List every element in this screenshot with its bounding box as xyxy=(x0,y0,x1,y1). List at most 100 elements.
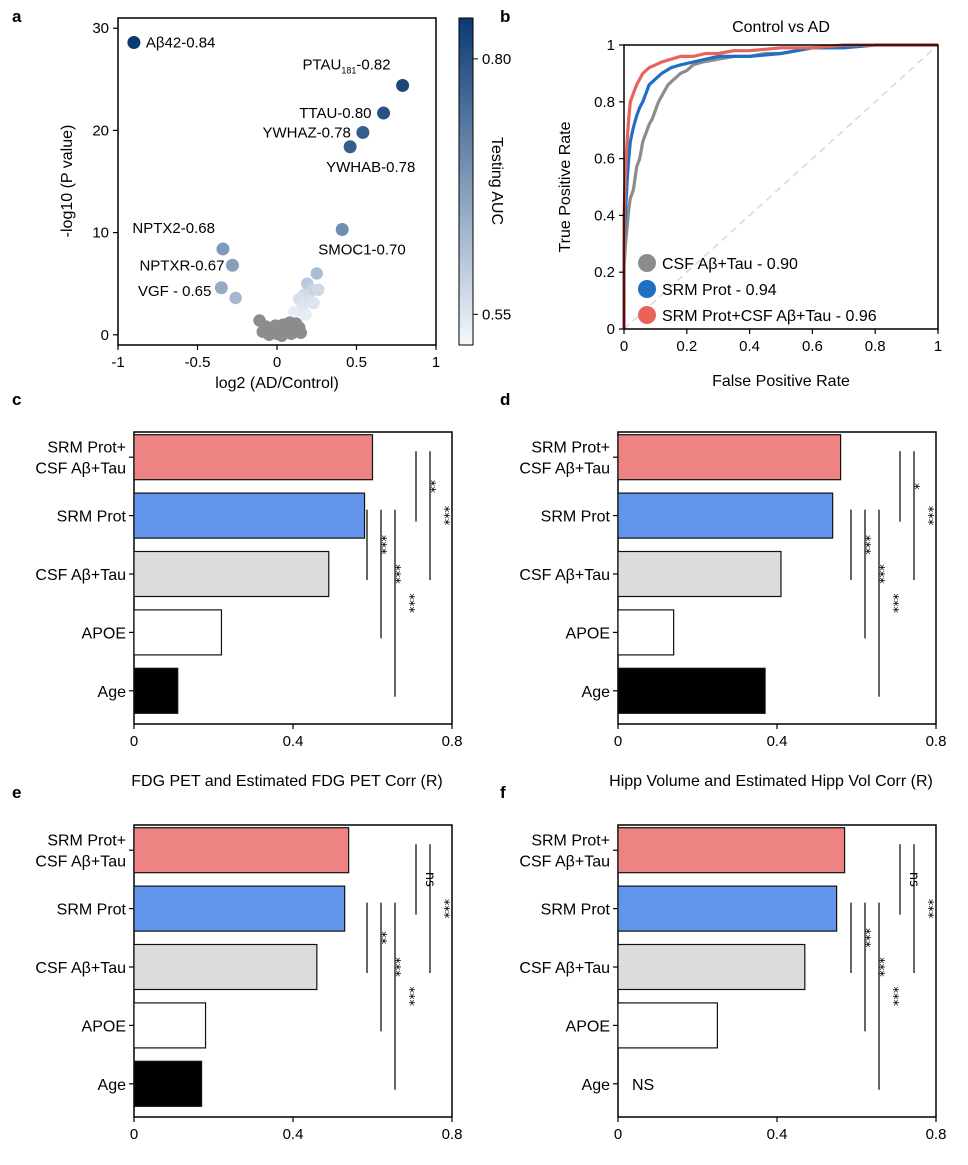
category-line: CSF Aβ+Tau xyxy=(519,567,610,584)
category-line: APOE xyxy=(566,1018,610,1035)
category-line: Age xyxy=(98,684,127,701)
volcano-point xyxy=(275,329,288,343)
volcano-point-labeled xyxy=(396,78,410,92)
colorbar xyxy=(458,17,474,346)
bar xyxy=(617,667,766,714)
bar-xtick-label: 0.4 xyxy=(767,733,788,750)
significance-label: *** xyxy=(885,593,900,613)
bar-xtick-label: 0.4 xyxy=(283,1126,304,1143)
category-line: SRM Prot+ xyxy=(531,833,610,850)
category-line: APOE xyxy=(566,625,610,642)
volcano-point-labeled xyxy=(225,258,239,272)
volcano-point xyxy=(294,326,308,339)
volcano-point-label: PTAU181-0.82 xyxy=(302,56,390,75)
roc-curve-1 xyxy=(622,43,938,329)
roc-xtick-label: 1 xyxy=(934,338,942,355)
panel-label-c: c xyxy=(12,390,21,409)
volcano-ytick-label: 20 xyxy=(92,122,109,139)
bar-category-label: CSF Aβ+Tau xyxy=(519,567,610,584)
bar-annotation: NS xyxy=(632,1077,654,1094)
volcano-point-label: TTAU-0.80 xyxy=(299,105,371,122)
volcano-point xyxy=(312,283,325,297)
roc-xlabel: False Positive Rate xyxy=(712,373,850,390)
significance-label: *** xyxy=(401,986,416,1006)
roc-legend-label: SRM Prot - 0.94 xyxy=(662,282,777,299)
significance-label: *** xyxy=(436,506,451,526)
label-subscript: 181 xyxy=(341,65,356,75)
roc-ytick-label: 0.4 xyxy=(594,207,615,224)
volcano-xtick-label: 0.5 xyxy=(346,354,367,371)
roc-legend-marker xyxy=(638,254,656,272)
roc-curves xyxy=(622,43,938,329)
bar-category-label: CSF Aβ+Tau xyxy=(519,960,610,977)
bar-xtick-label: 0.8 xyxy=(926,733,947,750)
roc-xtick-label: 0.2 xyxy=(676,338,697,355)
roc-legend-marker xyxy=(638,306,656,324)
bar-category-label: APOE xyxy=(82,625,126,642)
bar-xtick-label: 0 xyxy=(614,1126,622,1143)
colorbar-ticks: 0.55 0.80 xyxy=(473,51,511,323)
bar-category-label: SRM Prot xyxy=(57,509,127,526)
bar-category-label: CSF Aβ+Tau xyxy=(35,960,126,977)
category-line: SRM Prot xyxy=(57,509,127,526)
category-line: SRM Prot+ xyxy=(47,833,126,850)
bar-xlabel: Hipp Volume and Estimated Hipp Vol Corr … xyxy=(609,773,933,790)
category-line: Age xyxy=(98,1077,127,1094)
category-line: CSF Aβ+Tau xyxy=(519,461,610,478)
volcano-point xyxy=(307,296,320,310)
volcano-point-labeled xyxy=(216,242,230,256)
bar-category-label: CSF Aβ+Tau xyxy=(35,567,126,584)
volcano-point-labeled xyxy=(377,106,391,120)
panel-label-b: b xyxy=(500,7,510,26)
bar-xtick-label: 0.4 xyxy=(767,1126,788,1143)
roc-xtick-label: 0.4 xyxy=(739,338,760,355)
bar-category-label: SRM Prot+ CSF Aβ+Tau xyxy=(35,833,126,871)
roc-legend: CSF Aβ+Tau - 0.90 SRM Prot - 0.94 SRM Prot… xyxy=(638,254,877,325)
bar-category-label: SRM Prot+ CSF Aβ+Tau xyxy=(519,833,610,871)
volcano-xtick-label: -0.5 xyxy=(185,354,211,371)
bar xyxy=(617,434,842,481)
panel-label-a: a xyxy=(12,7,22,26)
category-line: SRM Prot+ xyxy=(531,440,610,457)
volcano-xlabel: log2 (AD/Control) xyxy=(215,375,339,392)
bar xyxy=(133,609,223,656)
volcano-point-labels: Aβ42-0.84 PTAU181-0.82 TTAU-0.80 YWHAZ-0.78… xyxy=(132,35,415,300)
bar-xlabel: FDG PET and Estimated FDG PET Corr (R) xyxy=(131,773,442,790)
category-line: SRM Prot xyxy=(541,509,611,526)
volcano-point-label: YWHAZ-0.78 xyxy=(263,124,351,141)
volcano-point xyxy=(299,308,312,321)
category-line: CSF Aβ+Tau xyxy=(519,960,610,977)
bar xyxy=(617,609,675,656)
volcano-point-labeled xyxy=(127,36,141,50)
bar xyxy=(617,885,838,932)
panel-label-d: d xyxy=(500,390,510,409)
roc-axis-ticks: 0 0.2 0.4 0.6 0.8 1 0 0.2 0.4 0.6 0.8 1 xyxy=(594,37,942,355)
significance-label: *** xyxy=(920,506,935,526)
roc-xtick-label: 0.8 xyxy=(865,338,886,355)
significance-label: *** xyxy=(920,899,935,919)
panel-label-e: e xyxy=(12,783,21,802)
bar-xtick-label: 0 xyxy=(614,733,622,750)
volcano-point-labeled xyxy=(335,223,349,237)
roc-xtick-label: 0 xyxy=(620,338,628,355)
roc-ytick-label: 1 xyxy=(607,37,615,54)
bar-category-label: SRM Prot+ CSF Aβ+Tau xyxy=(35,440,126,478)
volcano-point xyxy=(229,291,242,305)
volcano-ylabel: -log10 (P value) xyxy=(59,125,76,238)
category-line: Age xyxy=(582,1077,611,1094)
roc-legend-label: SRM Prot+CSF Aβ+Tau - 0.96 xyxy=(662,308,877,325)
bar-category-label: Age xyxy=(98,684,127,701)
bar-category-label: APOE xyxy=(566,625,610,642)
bar xyxy=(133,667,179,714)
bar xyxy=(133,492,366,539)
bar-category-label: SRM Prot+ CSF Aβ+Tau xyxy=(519,440,610,478)
category-line: CSF Aβ+Tau xyxy=(519,854,610,871)
bar-category-label: SRM Prot xyxy=(57,902,127,919)
bar xyxy=(133,885,346,932)
roc-plot-area xyxy=(623,44,939,330)
bar-xtick-label: 0.8 xyxy=(442,1126,463,1143)
panel-label-f: f xyxy=(500,783,506,802)
bar xyxy=(617,1002,718,1049)
